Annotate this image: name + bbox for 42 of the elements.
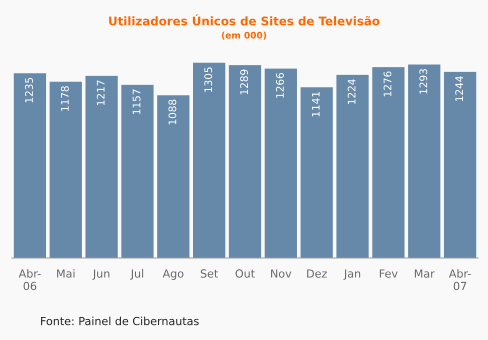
bar [300,87,333,258]
data-label: 1178 [60,86,69,111]
x-tick-label: Jan [343,269,360,280]
bar [228,65,262,258]
data-label: 1217 [96,80,104,106]
x-tick-label: Mai [57,269,74,278]
x-tick-label: Abr- 07 [448,269,471,290]
data-label: 1157 [132,90,140,114]
x-tick-label: Out [236,269,255,278]
chart-title: Utilizadores Únicos de Sites de Televisão [109,14,380,26]
bar [193,62,226,258]
x-tick-label: Mar [414,269,435,278]
x-tick-label: Jul [130,269,144,280]
x-tick-label: Fev [380,269,398,278]
data-label: 1088 [168,100,176,124]
bar [50,82,82,258]
data-label: 1235 [25,78,33,102]
data-label: 1289 [240,70,248,94]
bar [444,72,476,258]
data-label: 1276 [384,71,392,96]
bar [121,84,154,258]
source-note: Fonte: Painel de Cibernautas [41,316,199,326]
chart-subtitle: (em 000) [222,32,266,40]
bar [264,68,297,258]
data-label: 1141 [312,92,320,116]
bar [85,76,118,258]
bar [14,73,46,258]
bar [157,95,190,258]
bar [336,74,369,258]
data-label: 1244 [455,76,463,101]
x-tick-label: Jun [92,269,110,280]
data-label: 1266 [276,72,284,98]
x-tick-label: Set [200,269,218,278]
data-label: 1305 [204,67,212,92]
x-tick-label: Nov [271,269,292,278]
data-label: 1224 [348,79,356,104]
x-tick-label: Ago [162,269,184,280]
bar [372,67,405,258]
bar [408,64,440,258]
data-label: 1293 [419,69,428,94]
x-tick-label: Abr- 06 [18,269,41,290]
x-tick-label: Dez [307,269,327,278]
